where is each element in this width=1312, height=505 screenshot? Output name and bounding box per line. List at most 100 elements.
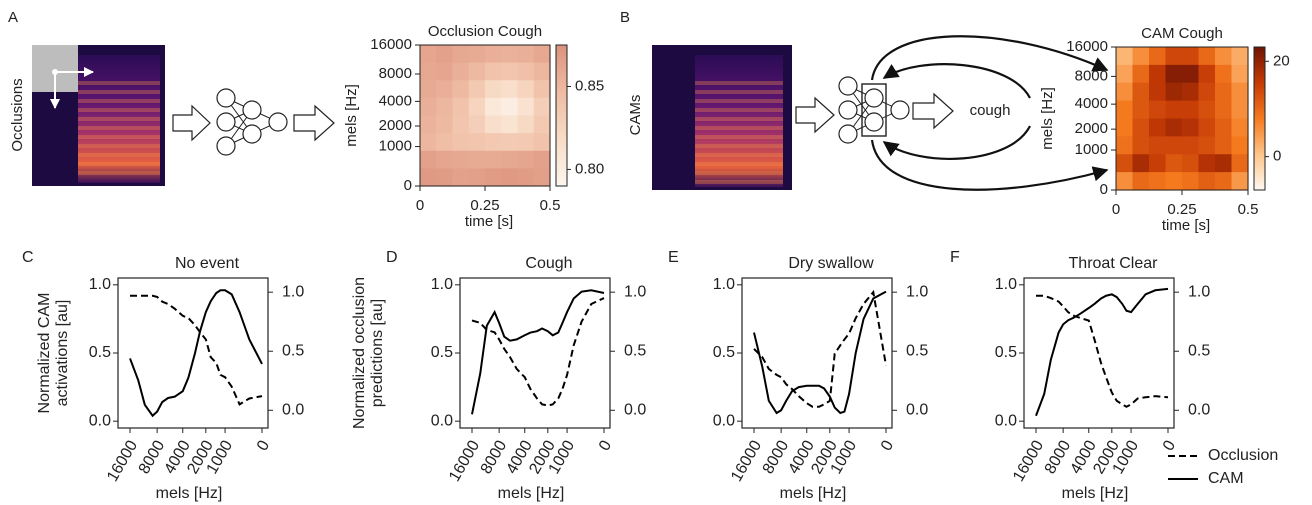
heatmap-cell bbox=[485, 133, 502, 152]
heatmap-cell bbox=[501, 45, 519, 64]
heatmap-cell bbox=[452, 115, 470, 134]
heatmap-cell bbox=[1231, 172, 1249, 191]
line-chart: Dry swallow0.00.51.00.00.51.016000800040… bbox=[713, 255, 929, 502]
heatmap-cell bbox=[533, 168, 551, 187]
heatmap-cell bbox=[1182, 100, 1200, 120]
chart-title: CAM Cough bbox=[1141, 25, 1223, 42]
y-axis-label: mels [Hz] bbox=[343, 84, 360, 147]
heatmap-chart: Occlusion Cough 0 1000 2000 4000 8000 16000 0 0.… bbox=[343, 23, 604, 230]
heatmap-cell bbox=[452, 80, 470, 99]
block-arrow bbox=[293, 104, 335, 142]
heatmap-cell bbox=[468, 97, 486, 117]
series-line bbox=[753, 290, 887, 415]
panel-label: C bbox=[22, 249, 34, 266]
heatmap-cell bbox=[1215, 82, 1233, 102]
heatmap-cell bbox=[1116, 154, 1134, 173]
x-tick-label: 0.25 bbox=[470, 197, 499, 214]
block-arrow bbox=[795, 96, 835, 134]
heatmap-cell bbox=[1182, 136, 1200, 155]
x-axis-label: mels [Hz] bbox=[498, 485, 565, 502]
chart-title: No event bbox=[175, 255, 240, 272]
y2-tick-label: 0.0 bbox=[282, 402, 304, 419]
heatmap-cell bbox=[420, 62, 437, 81]
heatmap-cell bbox=[1231, 82, 1249, 102]
heatmap-cell bbox=[1116, 82, 1134, 102]
line-chart: No event0.00.51.00.00.51.016000800040002… bbox=[36, 255, 386, 502]
heatmap-cell bbox=[533, 62, 551, 81]
x-tick-label: 0.5 bbox=[1238, 201, 1259, 218]
panel-b: B CAMs cough bbox=[620, 9, 1109, 191]
heatmap-cell bbox=[501, 80, 519, 99]
x-tick-label: 0 bbox=[416, 197, 424, 214]
y-axis-label: mels [Hz] bbox=[1039, 87, 1056, 150]
x-tick-label: 0.5 bbox=[540, 197, 561, 214]
y-tick-label: 4000 bbox=[1075, 95, 1108, 112]
x-tick-label: 8000 bbox=[478, 438, 511, 477]
heatmap-cell bbox=[436, 133, 454, 152]
heatmap-cell bbox=[468, 133, 486, 152]
heatmap-cell bbox=[420, 45, 437, 64]
heatmap-cell bbox=[1116, 118, 1134, 137]
heatmap-cell bbox=[533, 97, 551, 117]
plot-frame bbox=[741, 277, 893, 429]
heatmap-cell bbox=[1182, 118, 1200, 137]
heatmap-cell bbox=[1165, 64, 1183, 84]
x-tick-label: 0 bbox=[254, 438, 273, 454]
side-label: CAMs bbox=[627, 95, 644, 136]
heatmap-cell bbox=[533, 45, 551, 64]
heatmap-cell bbox=[1165, 136, 1183, 155]
y-tick-label: 1000 bbox=[379, 138, 412, 155]
series-line bbox=[1036, 294, 1169, 408]
x-tick-label: 8000 bbox=[1042, 438, 1075, 477]
y-tick-label: 16000 bbox=[1066, 38, 1108, 55]
heatmap-cell bbox=[468, 168, 486, 187]
legend-label: CAM bbox=[1208, 470, 1244, 487]
series-line bbox=[129, 289, 263, 418]
x-tick-label: 0 bbox=[596, 438, 615, 454]
y-tick-label: 0.0 bbox=[713, 412, 735, 429]
chart-title: Throat Clear bbox=[1069, 255, 1159, 272]
y-tick-label: 8000 bbox=[1075, 67, 1108, 84]
flow-arrow bbox=[870, 35, 1109, 81]
heatmap-cell bbox=[1198, 82, 1216, 102]
heatmap-cell bbox=[1182, 82, 1200, 102]
y-tick-label: 16000 bbox=[370, 36, 412, 53]
block-arrow bbox=[172, 104, 211, 142]
y-tick-label: 0.5 bbox=[995, 344, 1017, 361]
heatmap-cell bbox=[533, 150, 551, 169]
y-tick-label: 0.0 bbox=[431, 412, 453, 429]
plot-frame bbox=[117, 277, 269, 429]
heatmap-cell bbox=[1231, 47, 1249, 66]
heatmap-cell bbox=[517, 45, 535, 64]
heatmap-cell bbox=[501, 115, 519, 134]
y-tick-label: 8000 bbox=[379, 65, 412, 82]
network bbox=[838, 76, 910, 144]
heatmap-cell bbox=[420, 168, 437, 187]
x-tick-label: 16000 bbox=[104, 438, 141, 485]
heatmap-cell bbox=[485, 97, 502, 117]
panel-a: A Occlusions bbox=[8, 9, 335, 186]
y-tick-label: 0 bbox=[404, 177, 412, 194]
heatmap-cell bbox=[1231, 136, 1249, 155]
series-line bbox=[471, 297, 605, 407]
heatmap-cell bbox=[1215, 172, 1233, 191]
heatmap-chart: CAM Cough 0 1000 2000 4000 8000 16000 0 0.25 0.5 t… bbox=[1039, 25, 1290, 234]
y2-tick-label: 0.5 bbox=[282, 342, 304, 359]
y2-tick-label: 1.0 bbox=[1188, 283, 1210, 300]
heatmap-cell bbox=[420, 133, 437, 152]
heatmap-cell bbox=[468, 45, 486, 64]
heatmap-cell bbox=[452, 45, 470, 64]
y-tick-label: 4000 bbox=[379, 92, 412, 109]
heatmap-cell bbox=[1132, 82, 1150, 102]
heatmap-cell bbox=[501, 150, 519, 169]
heatmap-cell bbox=[1149, 154, 1167, 173]
heatmap-cell bbox=[452, 62, 470, 81]
heatmap-cell bbox=[1132, 47, 1150, 66]
heatmap-cell bbox=[517, 133, 535, 152]
heatmap-cell bbox=[1198, 64, 1216, 84]
heatmap-cell bbox=[533, 80, 551, 99]
heatmap-cell bbox=[468, 80, 486, 99]
colorbar-tick-label: 0.80 bbox=[575, 160, 604, 177]
